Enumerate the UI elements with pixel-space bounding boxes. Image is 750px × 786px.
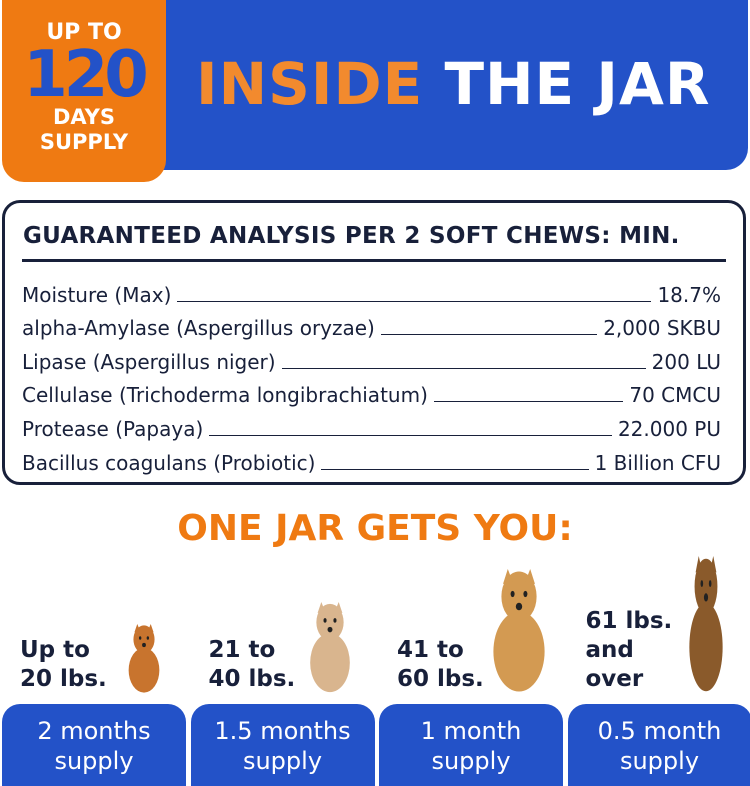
- ingredient-name: alpha-Amylase (Aspergillus oryzae): [22, 316, 375, 341]
- ingredient-value: 22.000 PU: [617, 416, 721, 441]
- supply-duration: 2 months supply: [2, 704, 186, 786]
- weight-range: 41 to 60 lbs.: [397, 637, 484, 692]
- supply-tier: 41 to 60 lbs. 1 month supply: [379, 560, 563, 786]
- analysis-row: Bacillus coagulans (Probiotic) 1 Billion …: [22, 441, 721, 475]
- page-title: INSIDE THE JAR: [196, 50, 711, 118]
- divider: [22, 259, 726, 262]
- ingredient-name: Protease (Papaya): [22, 416, 204, 441]
- supply-duration: 1.5 months supply: [190, 704, 375, 786]
- leader-line: [177, 300, 652, 302]
- weight-range: 61 lbs. and over: [585, 608, 673, 692]
- weight-range: Up to 20 lbs.: [20, 637, 107, 692]
- supply-duration: 0.5 month supply: [567, 704, 750, 786]
- supply-tier: 61 lbs. and over 0.5 month supply: [567, 556, 750, 786]
- leader-line: [433, 401, 624, 403]
- analysis-row: Lipase (Aspergillus niger) 200 LU: [22, 340, 721, 374]
- ingredient-value: 200 LU: [651, 349, 721, 374]
- supply-title: ONE JAR GETS YOU:: [177, 508, 573, 549]
- ingredient-value: 18.7%: [657, 282, 721, 307]
- supply-duration: 1 month supply: [379, 704, 563, 786]
- leader-line: [209, 434, 612, 436]
- golden-retriever-dog-icon: [493, 569, 545, 692]
- analysis-row: Cellulase (Trichoderma longibrachiatum) 7…: [22, 374, 721, 408]
- leader-line: [281, 367, 646, 369]
- ingredient-name: Bacillus coagulans (Probiotic): [22, 450, 316, 475]
- analysis-row: Moisture (Max) 18.7%: [22, 273, 721, 307]
- ingredient-value: 70 CMCU: [629, 383, 721, 408]
- leader-line: [321, 468, 589, 470]
- german-shepherd-dog-icon: [688, 556, 723, 692]
- leader-line: [380, 334, 598, 336]
- supply-tier: Up to 20 lbs. 2 months supply: [2, 560, 186, 786]
- header-banner: [160, 0, 748, 170]
- analysis-title: GUARANTEED ANALYSIS PER 2 SOFT CHEWS: MI…: [23, 223, 680, 249]
- ingredient-value: 2,000 SKBU: [603, 316, 721, 341]
- analysis-row: Protease (Papaya) 22.000 PU: [22, 407, 721, 441]
- analysis-row: alpha-Amylase (Aspergillus oryzae) 2,000 …: [22, 307, 721, 341]
- ingredient-name: Moisture (Max): [22, 282, 172, 307]
- pomeranian-dog-icon: [128, 624, 160, 693]
- ingredient-name: Lipase (Aspergillus niger): [22, 349, 276, 374]
- ingredient-value: 1 Billion CFU: [594, 450, 721, 475]
- days-supply-badge: UP TO 120 DAYS SUPPLY: [2, 0, 166, 182]
- weight-range: 21 to 40 lbs.: [208, 637, 296, 692]
- french-bulldog-dog-icon: [309, 602, 350, 693]
- ingredient-name: Cellulase (Trichoderma longibrachiatum): [22, 383, 428, 408]
- supply-tier: 21 to 40 lbs. 1.5 months supply: [190, 560, 375, 786]
- guaranteed-analysis-panel: GUARANTEED ANALYSIS PER 2 SOFT CHEWS: MI…: [2, 200, 746, 485]
